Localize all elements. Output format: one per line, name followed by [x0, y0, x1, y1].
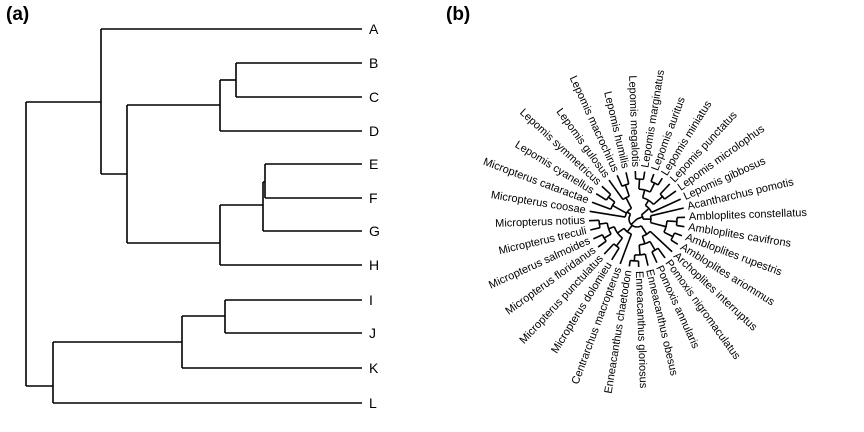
arc-branch: [601, 234, 607, 242]
radial-branch: [630, 218, 638, 226]
radial-branch: [641, 235, 646, 245]
species-label: Ambloplites constellatus: [689, 207, 808, 223]
tip-label: E: [369, 156, 378, 172]
arc-branch: [675, 217, 678, 226]
tip-label: L: [369, 395, 377, 411]
radial-branch: [649, 241, 656, 251]
radial-branch: [674, 232, 683, 237]
radial-branch: [657, 177, 663, 186]
tip-label: A: [369, 21, 379, 37]
radial-branch: [601, 185, 612, 196]
radial-branch: [636, 216, 643, 220]
radial-branch: [650, 207, 684, 217]
radial-branch: [640, 207, 650, 216]
radial-branch: [642, 171, 646, 180]
radial-branch: [659, 183, 671, 195]
arc-branch: [606, 222, 612, 235]
arc-branch: [663, 220, 668, 233]
radial-branch: [595, 193, 607, 201]
radial-branch: [641, 189, 646, 198]
radial-branch: [608, 226, 615, 230]
rectangular-tree: [25, 28, 362, 404]
radial-branch: [590, 226, 601, 231]
radial-branch: [597, 240, 607, 248]
radial-branch: [670, 239, 679, 245]
radial-branch: [608, 179, 624, 200]
radial-branch: [599, 222, 608, 225]
species-label: Lepomis megalotis: [626, 75, 641, 168]
arc-branch: [642, 196, 655, 206]
radial-branch: [624, 184, 630, 197]
species-label: Enneacanthus gloriosus: [633, 271, 649, 389]
radial-branch: [603, 243, 615, 255]
radial-branch: [657, 247, 666, 259]
radial-branch: [603, 233, 612, 239]
arc-branch: [659, 193, 666, 200]
tip-label: D: [369, 123, 379, 139]
radial-branch: [650, 221, 667, 228]
radial-branch: [638, 244, 641, 255]
radial-branch: [617, 227, 625, 234]
arc-branch: [628, 213, 642, 228]
tip-label: I: [369, 292, 373, 308]
radial-branch: [644, 199, 650, 206]
radial-branch: [611, 247, 620, 261]
radial-branch: [607, 196, 616, 203]
arc-branch: [634, 253, 646, 256]
tip-label: J: [369, 325, 376, 341]
circular-tree: [589, 171, 685, 267]
radial-branch: [591, 201, 612, 210]
radial-branch: [663, 231, 674, 238]
radial-branch: [616, 174, 623, 187]
arc-branch: [638, 188, 651, 193]
radial-branch: [650, 173, 655, 182]
species-label: Micropterus notius: [495, 215, 586, 230]
radial-branch: [644, 253, 649, 266]
radial-branch: [626, 224, 633, 233]
tip-label: F: [369, 190, 378, 206]
arc-branch: [650, 180, 659, 186]
arc-branch: [605, 193, 612, 201]
tip-label: B: [369, 55, 378, 71]
radial-branch: [649, 230, 673, 253]
tip-label: K: [369, 360, 379, 376]
radial-branch: [651, 198, 682, 214]
radial-branch: [612, 204, 627, 214]
radial-branch: [666, 220, 677, 223]
arc-branch: [610, 201, 616, 210]
tip-label: C: [369, 89, 379, 105]
radial-branch: [628, 260, 632, 267]
radial-branch: [664, 190, 677, 200]
arc-branch: [621, 183, 629, 187]
tip-label: G: [369, 223, 380, 239]
radial-branch: [640, 225, 648, 235]
radial-branch: [592, 234, 603, 240]
radial-branch: [625, 197, 633, 209]
radial-branch: [676, 224, 685, 228]
panel-b-label: (b): [446, 4, 470, 25]
radial-branch: [615, 237, 624, 247]
radial-branch: [638, 179, 641, 190]
panel-a-label: (a): [6, 4, 29, 25]
radial-branch: [652, 195, 664, 206]
radial-branch: [649, 182, 656, 193]
radial-branch: [589, 210, 626, 218]
arc-branch: [635, 178, 644, 181]
radial-branch: [651, 251, 658, 264]
radial-branch: [619, 233, 633, 265]
arc-branch: [670, 232, 676, 241]
tip-label: H: [369, 257, 379, 273]
radial-branch: [625, 172, 630, 185]
arc-branch: [651, 247, 659, 253]
